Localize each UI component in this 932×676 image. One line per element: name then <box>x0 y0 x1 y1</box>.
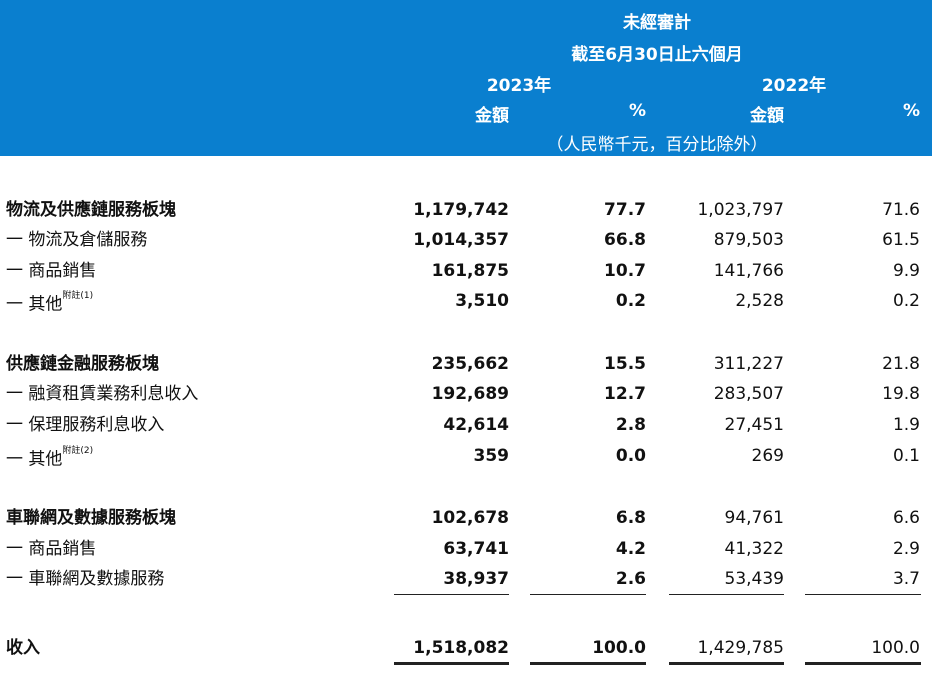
footnote-ref: 附註(1) <box>62 291 94 301</box>
year-2022-label: 2022年 <box>761 76 827 96</box>
table-row: 供應鏈金融服務板塊 235,662 15.5 311,227 21.8 <box>0 349 932 379</box>
pct-2022-header: % <box>902 101 920 121</box>
amount-2023: 42,614 <box>443 415 509 435</box>
pct-2022: 9.9 <box>892 261 920 281</box>
row-label: 一 其他附註(1) <box>6 286 93 320</box>
amount-2022: 94,761 <box>724 508 784 528</box>
row-label: 一 保理服務利息收入 <box>6 415 165 435</box>
pct-2023: 66.8 <box>604 230 646 250</box>
amount-2022: 27,451 <box>724 415 784 435</box>
pct-2022: 61.5 <box>882 230 920 250</box>
total-pct-2023: 100.0 <box>592 638 646 658</box>
amount-2022-header: 金額 <box>750 106 784 126</box>
amount-2023: 102,678 <box>431 508 509 528</box>
amount-2022: 53,439 <box>724 569 784 589</box>
total-amount-2023: 1,518,082 <box>413 638 509 658</box>
amount-2023: 359 <box>473 446 510 466</box>
total-row: 收入 1,518,082 100.0 1,429,785 100.0 <box>0 633 932 663</box>
row-label: 一 商品銷售 <box>6 261 97 281</box>
table-row: 一 車聯網及數據服務 38,937 2.6 53,439 3.7 <box>0 564 932 594</box>
pct-2022: 71.6 <box>882 200 920 220</box>
pct-2023: 10.7 <box>604 261 646 281</box>
subtotal-rule <box>805 594 921 595</box>
row-label: 物流及供應鏈服務板塊 <box>6 200 176 220</box>
row-label: 供應鏈金融服務板塊 <box>6 354 159 374</box>
amount-2023: 161,875 <box>431 261 509 281</box>
table-row: 一 商品銷售 63,741 4.2 41,322 2.9 <box>0 534 932 564</box>
row-label: 一 其他附註(2) <box>6 441 93 475</box>
table-row: 一 保理服務利息收入 42,614 2.8 27,451 1.9 <box>0 410 932 440</box>
table-row: 一 商品銷售 161,875 10.7 141,766 9.9 <box>0 256 932 286</box>
unit-note: （人民幣千元，百分比除外） <box>546 135 768 155</box>
total-rule <box>805 662 921 665</box>
year-2023-label: 2023年 <box>486 76 552 96</box>
row-label: 車聯網及數據服務板塊 <box>6 508 176 528</box>
pct-2023: 12.7 <box>604 384 646 404</box>
subtotal-rule <box>669 594 784 595</box>
amount-2023: 3,510 <box>455 291 509 311</box>
table-header: 未經審計 截至6月30日止六個月 2023年 2022年 金額 % 金額 % （… <box>0 0 932 156</box>
total-label: 收入 <box>6 638 40 658</box>
total-rule <box>530 662 646 665</box>
pct-2023: 2.8 <box>615 415 646 435</box>
pct-2023: 2.6 <box>615 569 646 589</box>
subtotal-rule <box>394 594 509 595</box>
amount-2022: 141,766 <box>713 261 784 281</box>
row-label-text: 一 其他 <box>6 449 63 470</box>
amount-2022: 1,023,797 <box>697 200 784 220</box>
row-label: 一 融資租賃業務利息收入 <box>6 384 199 404</box>
total-rule <box>669 662 784 665</box>
pct-2022: 1.9 <box>892 415 920 435</box>
subtotal-rule <box>530 594 646 595</box>
pct-2023: 15.5 <box>604 354 646 374</box>
table-row: 物流及供應鏈服務板塊 1,179,742 77.7 1,023,797 71.6 <box>0 195 932 225</box>
pct-2022: 0.1 <box>892 446 920 466</box>
unaudited-label: 未經審計 <box>623 13 691 33</box>
table-row: 車聯網及數據服務板塊 102,678 6.8 94,761 6.6 <box>0 503 932 533</box>
pct-2022: 21.8 <box>882 354 920 374</box>
pct-2022: 2.9 <box>892 539 920 559</box>
pct-2023: 6.8 <box>615 508 646 528</box>
pct-2023: 0.2 <box>615 291 646 311</box>
row-label: 一 車聯網及數據服務 <box>6 569 165 589</box>
amount-2022: 311,227 <box>713 354 784 374</box>
amount-2023: 1,014,357 <box>413 230 509 250</box>
pct-2023: 4.2 <box>615 539 646 559</box>
amount-2023: 1,179,742 <box>413 200 509 220</box>
pct-2023: 77.7 <box>604 200 646 220</box>
total-pct-2022: 100.0 <box>871 638 920 658</box>
table-row: 一 其他附註(2) 359 0.0 269 0.1 <box>0 441 932 471</box>
table-row: 一 融資租賃業務利息收入 192,689 12.7 283,507 19.8 <box>0 379 932 409</box>
total-amount-2022: 1,429,785 <box>697 638 784 658</box>
footnote-ref: 附註(2) <box>62 446 94 456</box>
amount-2022: 41,322 <box>724 539 784 559</box>
row-label-text: 一 其他 <box>6 294 63 315</box>
amount-2022: 2,528 <box>735 291 784 311</box>
pct-2023: 0.0 <box>615 446 646 466</box>
table-row: 一 物流及倉儲服務 1,014,357 66.8 879,503 61.5 <box>0 225 932 255</box>
amount-2022: 879,503 <box>713 230 784 250</box>
amount-2023: 63,741 <box>443 539 509 559</box>
row-label: 一 物流及倉儲服務 <box>6 230 148 250</box>
row-label: 一 商品銷售 <box>6 539 97 559</box>
amount-2022: 269 <box>751 446 784 466</box>
amount-2023: 192,689 <box>431 384 509 404</box>
period-label: 截至6月30日止六個月 <box>571 45 743 65</box>
pct-2022: 3.7 <box>892 569 920 589</box>
amount-2022: 283,507 <box>713 384 784 404</box>
pct-2023-header: % <box>628 101 646 121</box>
table-row: 一 其他附註(1) 3,510 0.2 2,528 0.2 <box>0 286 932 316</box>
pct-2022: 19.8 <box>882 384 920 404</box>
amount-2023-header: 金額 <box>475 106 509 126</box>
amount-2023: 235,662 <box>431 354 509 374</box>
pct-2022: 6.6 <box>892 508 920 528</box>
amount-2023: 38,937 <box>443 569 509 589</box>
pct-2022: 0.2 <box>892 291 920 311</box>
total-rule <box>394 662 509 665</box>
